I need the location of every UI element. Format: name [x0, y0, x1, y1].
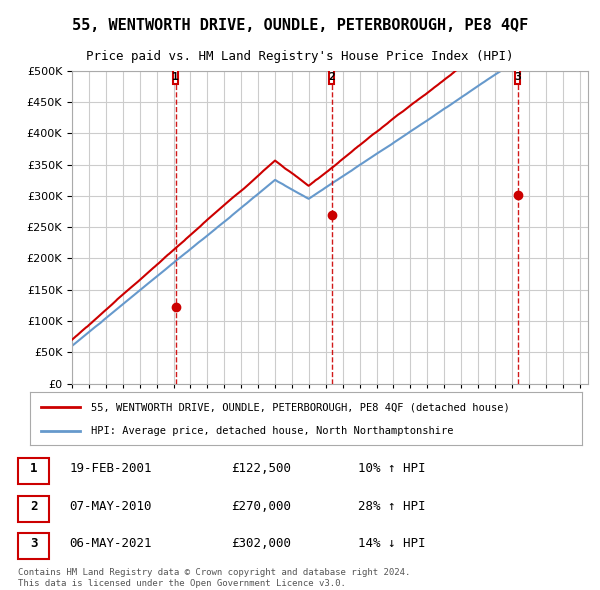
Text: Contains HM Land Registry data © Crown copyright and database right 2024.: Contains HM Land Registry data © Crown c… — [18, 568, 410, 576]
Text: 3: 3 — [30, 537, 37, 550]
Text: 3: 3 — [514, 72, 521, 82]
Text: 2: 2 — [328, 72, 335, 82]
Text: £122,500: £122,500 — [231, 462, 291, 475]
FancyBboxPatch shape — [173, 70, 178, 84]
Text: 55, WENTWORTH DRIVE, OUNDLE, PETERBOROUGH, PE8 4QF (detached house): 55, WENTWORTH DRIVE, OUNDLE, PETERBOROUG… — [91, 402, 509, 412]
FancyBboxPatch shape — [329, 70, 334, 84]
FancyBboxPatch shape — [515, 70, 520, 84]
Text: 55, WENTWORTH DRIVE, OUNDLE, PETERBOROUGH, PE8 4QF: 55, WENTWORTH DRIVE, OUNDLE, PETERBOROUG… — [72, 18, 528, 32]
Text: This data is licensed under the Open Government Licence v3.0.: This data is licensed under the Open Gov… — [18, 579, 346, 588]
FancyBboxPatch shape — [18, 458, 49, 484]
FancyBboxPatch shape — [18, 496, 49, 522]
Text: 07-MAY-2010: 07-MAY-2010 — [70, 500, 152, 513]
Text: 19-FEB-2001: 19-FEB-2001 — [70, 462, 152, 475]
Text: 06-MAY-2021: 06-MAY-2021 — [70, 537, 152, 550]
FancyBboxPatch shape — [18, 533, 49, 559]
Text: 1: 1 — [30, 462, 37, 475]
Text: Price paid vs. HM Land Registry's House Price Index (HPI): Price paid vs. HM Land Registry's House … — [86, 50, 514, 63]
Text: £270,000: £270,000 — [231, 500, 291, 513]
Text: £302,000: £302,000 — [231, 537, 291, 550]
Text: 2: 2 — [30, 500, 37, 513]
Text: 14% ↓ HPI: 14% ↓ HPI — [358, 537, 425, 550]
Text: 1: 1 — [172, 72, 179, 82]
Text: 10% ↑ HPI: 10% ↑ HPI — [358, 462, 425, 475]
Text: HPI: Average price, detached house, North Northamptonshire: HPI: Average price, detached house, Nort… — [91, 425, 453, 435]
Text: 28% ↑ HPI: 28% ↑ HPI — [358, 500, 425, 513]
